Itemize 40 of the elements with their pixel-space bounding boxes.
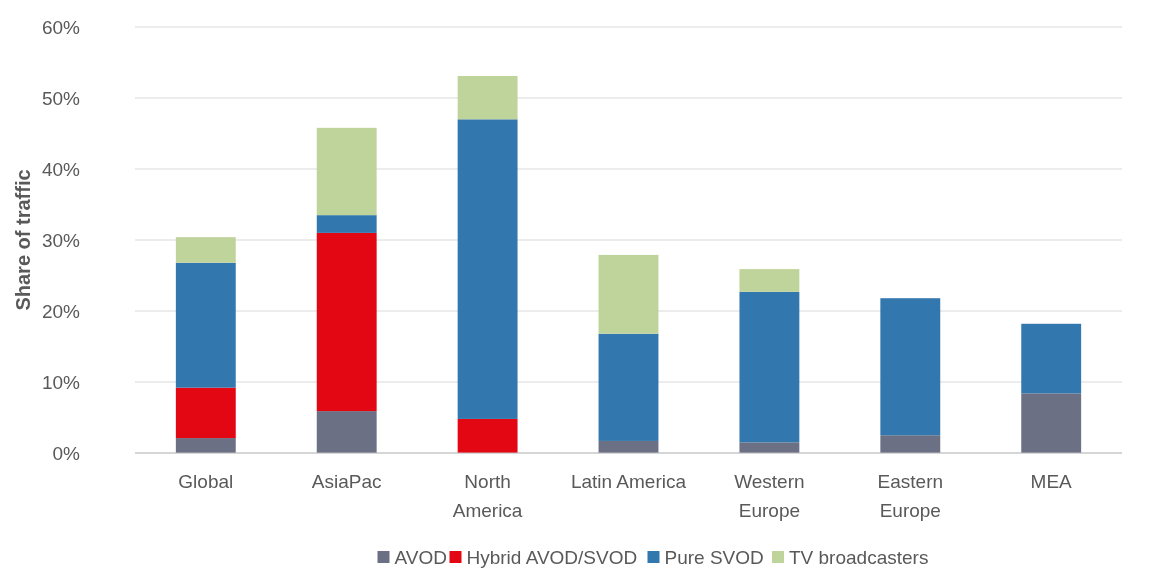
- bar: [175, 387, 236, 439]
- bar: [880, 298, 941, 436]
- y-tick-label: 60%: [41, 16, 81, 38]
- x-tick-label: North America: [452, 471, 523, 521]
- bar: [598, 254, 659, 334]
- bar: [739, 291, 800, 443]
- x-tick-label: Eastern Europe: [877, 471, 944, 521]
- bar: [316, 127, 377, 216]
- bar: [1021, 393, 1082, 453]
- legend-label: Hybrid AVOD/SVOD: [466, 546, 638, 568]
- bar: [457, 418, 518, 453]
- bar: [316, 215, 377, 233]
- y-tick-label: 30%: [41, 229, 81, 251]
- y-tick-label: 10%: [41, 371, 81, 393]
- bar: [457, 75, 518, 120]
- bar: [316, 411, 377, 453]
- y-tick-label: 20%: [41, 300, 81, 322]
- x-tick-label: Western Europe: [734, 471, 805, 521]
- x-tick-label: MEA: [1030, 471, 1073, 492]
- bar: [598, 440, 659, 453]
- bar: [316, 232, 377, 412]
- bar: [739, 442, 800, 453]
- bar: [175, 262, 236, 388]
- x-tick-label: Latin America: [570, 471, 687, 492]
- y-axis-title: Share of traffic: [12, 169, 34, 311]
- y-tick-label: 40%: [41, 158, 81, 180]
- bar: [175, 237, 236, 263]
- y-tick-label: 0%: [52, 442, 81, 464]
- bar: [175, 438, 236, 453]
- bar: [739, 269, 800, 292]
- legend-label: Pure SVOD: [664, 546, 764, 568]
- bar: [880, 435, 941, 453]
- legend-label: AVOD: [394, 546, 447, 568]
- y-tick-label: 50%: [41, 87, 81, 109]
- x-tick-label: Global: [178, 471, 234, 492]
- bar: [1021, 323, 1082, 394]
- x-tick-label: AsiaPac: [311, 471, 382, 492]
- bar: [598, 333, 659, 441]
- bar: [457, 119, 518, 419]
- legend-label: TV broadcasters: [789, 546, 929, 568]
